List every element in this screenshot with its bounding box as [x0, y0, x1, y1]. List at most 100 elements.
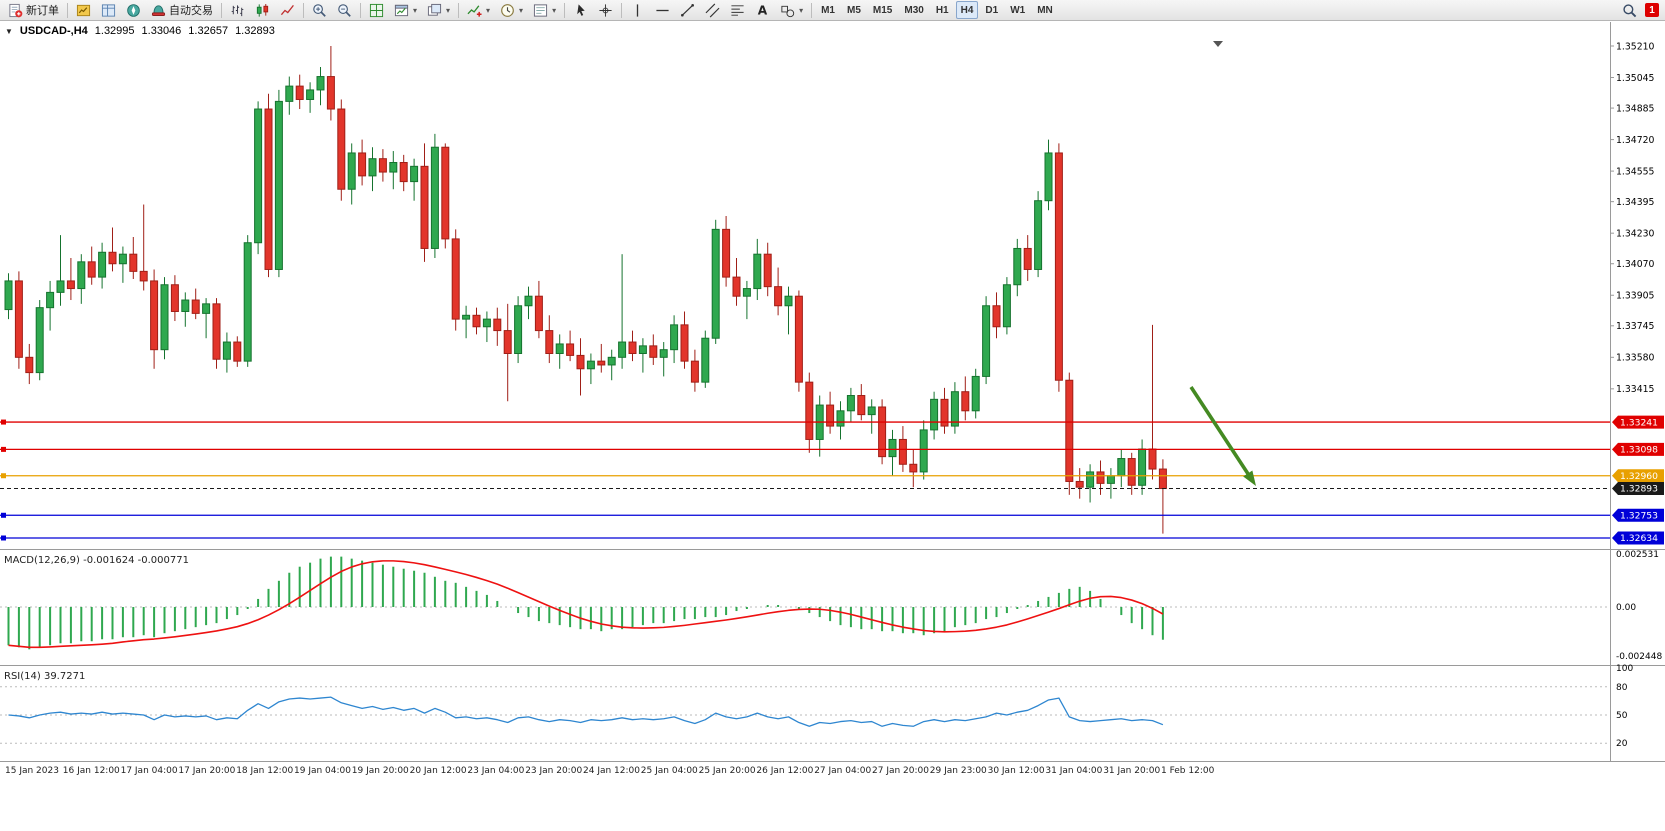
bull-candle[interactable]: [46, 291, 55, 309]
bear-candle[interactable]: [940, 398, 949, 427]
bear-candle[interactable]: [472, 314, 481, 328]
bear-candle[interactable]: [139, 270, 148, 282]
bull-candle[interactable]: [670, 324, 679, 351]
notification-badge[interactable]: 1: [1645, 3, 1659, 17]
timeframe-m5-button[interactable]: M5: [847, 4, 861, 16]
bear-candle[interactable]: [1158, 468, 1167, 490]
bear-candle[interactable]: [503, 330, 512, 355]
navigator-button[interactable]: [122, 1, 145, 19]
bear-candle[interactable]: [337, 108, 346, 190]
bear-candle[interactable]: [1065, 379, 1074, 482]
bull-candle[interactable]: [930, 398, 939, 431]
bull-candle[interactable]: [638, 345, 647, 355]
line-chart-button[interactable]: [276, 1, 299, 19]
timeframe-m15-button[interactable]: M15: [872, 4, 893, 16]
bull-candle[interactable]: [753, 253, 762, 290]
support-line-blue-2-handle[interactable]: [1, 535, 6, 541]
bear-candle[interactable]: [732, 276, 741, 297]
bull-candle[interactable]: [514, 305, 523, 355]
bull-candle[interactable]: [784, 295, 793, 307]
bull-candle[interactable]: [971, 375, 980, 412]
dropdown-arrow-icon[interactable]: ▾: [552, 5, 557, 15]
dropdown-arrow-icon[interactable]: ▾: [519, 5, 524, 15]
chart-shift-marker-icon[interactable]: [1213, 41, 1223, 47]
bear-candle[interactable]: [649, 345, 658, 358]
bull-candle[interactable]: [347, 152, 356, 190]
bear-candle[interactable]: [690, 360, 699, 383]
bull-candle[interactable]: [77, 261, 86, 290]
bear-candle[interactable]: [878, 406, 887, 458]
candlestick-chart-button[interactable]: [251, 1, 274, 19]
zoom-out-button[interactable]: [333, 1, 356, 19]
bull-candle[interactable]: [202, 303, 211, 314]
bear-candle[interactable]: [14, 280, 23, 358]
bull-candle[interactable]: [482, 318, 491, 328]
bear-candle[interactable]: [150, 280, 159, 351]
bear-candle[interactable]: [378, 158, 387, 173]
bull-candle[interactable]: [1086, 471, 1095, 488]
bull-candle[interactable]: [254, 108, 263, 244]
bull-candle[interactable]: [306, 89, 315, 100]
bull-candle[interactable]: [1117, 458, 1126, 477]
bull-candle[interactable]: [389, 162, 398, 173]
support-line-blue-1-handle[interactable]: [1, 512, 6, 518]
timeframe-w1-button[interactable]: W1: [1010, 4, 1026, 16]
bear-candle[interactable]: [233, 341, 242, 362]
text-label-button[interactable]: A: [751, 1, 774, 19]
new-chart-button[interactable]: ▾: [390, 1, 421, 19]
bull-candle[interactable]: [1002, 284, 1011, 328]
bear-candle[interactable]: [264, 108, 273, 270]
bear-candle[interactable]: [576, 354, 585, 370]
bear-candle[interactable]: [628, 341, 637, 355]
templates-button[interactable]: ▾: [529, 1, 560, 19]
bear-candle[interactable]: [1148, 448, 1157, 470]
bull-candle[interactable]: [555, 343, 564, 355]
bear-candle[interactable]: [763, 253, 772, 288]
timeframe-m30-button[interactable]: M30: [904, 4, 924, 16]
dropdown-arrow-icon[interactable]: ▾: [446, 5, 451, 15]
arrows-button[interactable]: ▾: [776, 1, 807, 19]
bear-candle[interactable]: [826, 404, 835, 427]
trend-arrow-head[interactable]: [1243, 470, 1256, 486]
fibonacci-button[interactable]: [726, 1, 749, 19]
bear-candle[interactable]: [774, 286, 783, 307]
support-line-orange-handle[interactable]: [1, 473, 6, 479]
horizontal-line-button[interactable]: [651, 1, 674, 19]
dropdown-arrow-icon[interactable]: ▾: [413, 5, 418, 15]
bear-candle[interactable]: [909, 463, 918, 473]
bear-candle[interactable]: [129, 253, 138, 272]
bear-candle[interactable]: [295, 85, 304, 100]
trend-arrow[interactable]: [1189, 386, 1251, 477]
bear-candle[interactable]: [66, 280, 75, 290]
bear-candle[interactable]: [170, 284, 179, 312]
bull-candle[interactable]: [586, 360, 595, 370]
data-window-button[interactable]: [97, 1, 120, 19]
bear-candle[interactable]: [212, 303, 221, 360]
bear-candle[interactable]: [108, 251, 117, 265]
bull-candle[interactable]: [701, 337, 710, 383]
bear-candle[interactable]: [493, 318, 502, 332]
bear-candle[interactable]: [534, 295, 543, 332]
bull-candle[interactable]: [35, 307, 44, 374]
bear-candle[interactable]: [1096, 471, 1105, 484]
bear-candle[interactable]: [326, 76, 335, 110]
periods-button[interactable]: ▾: [496, 1, 527, 19]
bear-candle[interactable]: [545, 330, 554, 355]
bull-candle[interactable]: [846, 395, 855, 412]
bull-candle[interactable]: [1013, 247, 1022, 286]
bear-candle[interactable]: [597, 360, 606, 366]
bull-candle[interactable]: [1106, 475, 1115, 484]
vertical-line-button[interactable]: [626, 1, 649, 19]
search-button[interactable]: [1618, 1, 1641, 19]
bull-candle[interactable]: [222, 341, 231, 360]
bear-candle[interactable]: [857, 395, 866, 416]
bar-chart-button[interactable]: [226, 1, 249, 19]
bull-candle[interactable]: [950, 391, 959, 427]
timeframe-h4-button[interactable]: H4: [955, 1, 979, 19]
bear-candle[interactable]: [961, 391, 970, 412]
bull-candle[interactable]: [243, 242, 252, 362]
bull-candle[interactable]: [659, 349, 668, 358]
bear-candle[interactable]: [794, 295, 803, 383]
timeframe-mn-button[interactable]: MN: [1037, 4, 1053, 16]
